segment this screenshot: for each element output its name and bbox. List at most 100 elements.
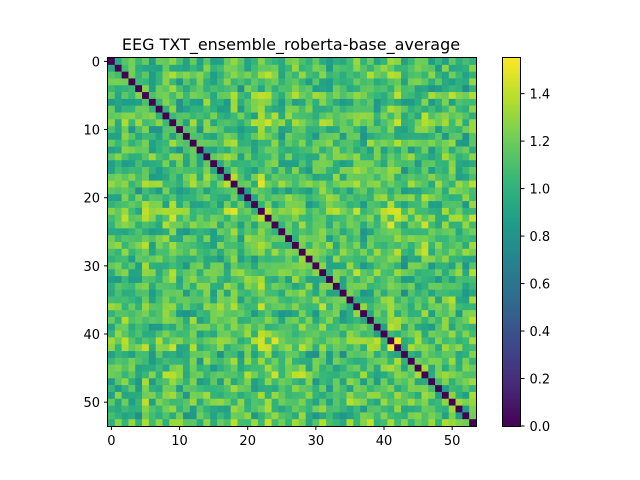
heatmap-cell xyxy=(142,235,150,243)
heatmap-cell xyxy=(421,323,429,331)
heatmap-cell xyxy=(223,167,231,175)
heatmap-cell xyxy=(319,364,327,372)
heatmap-cell xyxy=(305,132,313,141)
heatmap-cell xyxy=(217,378,225,386)
heatmap-cell xyxy=(189,351,197,359)
heatmap-cell xyxy=(380,78,388,86)
heatmap-cell xyxy=(353,160,361,168)
heatmap-cell xyxy=(128,296,136,304)
heatmap-cell xyxy=(292,71,300,79)
heatmap-cell xyxy=(210,303,218,311)
heatmap-cell xyxy=(346,371,354,379)
heatmap-cell xyxy=(469,357,477,365)
heatmap-cell xyxy=(401,412,409,420)
heatmap-cell xyxy=(462,262,470,270)
heatmap-cell xyxy=(162,316,170,325)
heatmap-cell xyxy=(257,398,266,406)
heatmap-cell xyxy=(360,64,368,72)
heatmap-cell xyxy=(176,296,184,304)
heatmap-cell xyxy=(237,146,245,154)
heatmap-cell xyxy=(285,180,293,188)
heatmap-cell xyxy=(319,337,327,345)
heatmap-cell xyxy=(394,330,402,338)
heatmap-cell xyxy=(414,255,422,263)
heatmap-cell xyxy=(223,207,231,216)
heatmap-cell xyxy=(401,378,409,386)
heatmap-cell xyxy=(441,357,450,365)
heatmap-cell xyxy=(176,92,184,100)
heatmap-cell xyxy=(210,167,218,175)
heatmap-cell xyxy=(455,167,463,175)
heatmap-cell xyxy=(230,194,238,202)
heatmap-cell xyxy=(237,214,245,222)
heatmap-cell xyxy=(428,419,436,427)
heatmap-cell xyxy=(360,337,368,345)
heatmap-cell xyxy=(264,351,272,359)
heatmap-cell xyxy=(257,64,266,72)
heatmap-cell xyxy=(448,371,456,379)
heatmap-cell xyxy=(373,64,381,72)
heatmap-cell xyxy=(210,228,218,236)
heatmap-cell xyxy=(114,371,122,379)
heatmap-cell xyxy=(155,187,163,195)
heatmap-cell xyxy=(407,323,415,331)
heatmap-cell xyxy=(271,398,279,406)
heatmap-cell xyxy=(366,146,375,154)
heatmap-cell xyxy=(128,78,136,86)
heatmap-cell xyxy=(360,92,368,100)
heatmap-cell xyxy=(128,228,136,236)
heatmap-cell xyxy=(169,78,177,86)
heatmap-cell xyxy=(182,112,191,120)
heatmap-cell xyxy=(121,242,129,250)
heatmap-cell xyxy=(244,228,252,236)
heatmap-cell xyxy=(182,296,191,304)
heatmap-cell xyxy=(162,296,170,304)
heatmap-cell xyxy=(353,221,361,229)
heatmap-cell xyxy=(223,330,231,338)
heatmap-cell xyxy=(203,85,211,93)
heatmap-cell xyxy=(448,71,456,79)
heatmap-cell xyxy=(292,207,300,216)
heatmap-cell xyxy=(312,85,320,93)
heatmap-cell xyxy=(176,228,184,236)
heatmap-cell xyxy=(441,235,450,243)
heatmap-cell xyxy=(326,105,334,113)
heatmap-cell xyxy=(326,330,334,338)
heatmap-cell xyxy=(278,201,286,209)
heatmap-cell xyxy=(230,71,238,79)
heatmap-cell xyxy=(312,364,320,372)
heatmap-cell xyxy=(128,221,136,229)
heatmap-cell xyxy=(305,378,313,386)
heatmap-cell xyxy=(326,167,334,175)
heatmap-cell xyxy=(182,105,191,113)
heatmap-cell xyxy=(155,64,163,72)
heatmap-cell xyxy=(203,71,211,79)
heatmap-cell xyxy=(251,194,259,202)
heatmap-cell xyxy=(142,378,150,386)
heatmap-cell xyxy=(441,412,450,420)
heatmap-cell xyxy=(196,412,204,420)
heatmap-cell xyxy=(135,378,143,386)
heatmap-cell xyxy=(312,371,320,379)
heatmap-cell xyxy=(435,405,443,413)
heatmap-cell xyxy=(251,112,259,120)
heatmap-cell xyxy=(257,92,266,100)
heatmap-cell xyxy=(271,242,279,250)
heatmap-cell xyxy=(394,398,402,406)
heatmap-cell xyxy=(380,85,388,93)
heatmap-cell xyxy=(285,187,293,195)
heatmap-cell xyxy=(428,119,436,127)
heatmap-cell xyxy=(196,214,204,222)
heatmap-cell xyxy=(271,112,279,120)
heatmap-cell xyxy=(305,214,313,222)
heatmap-cell xyxy=(169,398,177,406)
heatmap-cell xyxy=(189,139,197,147)
heatmap-cell xyxy=(251,78,259,86)
heatmap-cell xyxy=(114,92,122,100)
heatmap-cell xyxy=(394,180,402,188)
heatmap-cell xyxy=(380,412,388,420)
heatmap-cell xyxy=(182,194,191,202)
heatmap-cell xyxy=(271,160,279,168)
heatmap-cell xyxy=(326,228,334,236)
heatmap-cell xyxy=(230,126,238,134)
